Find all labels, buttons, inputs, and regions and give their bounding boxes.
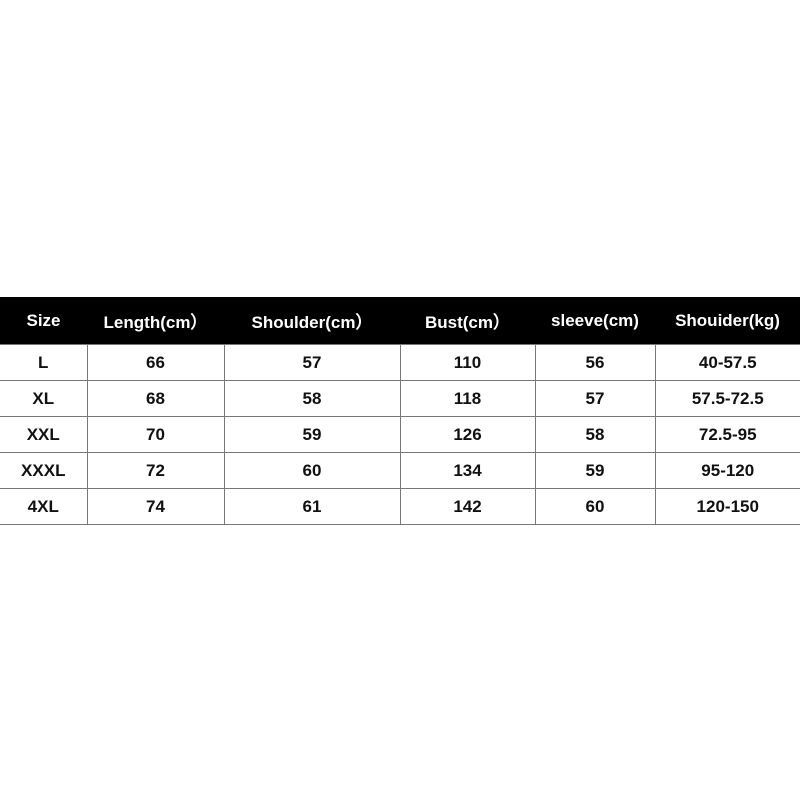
cell-weight: 120-150 (654, 488, 800, 525)
table-row: L 66 57 110 56 40-57.5 (0, 344, 800, 381)
cell-shoulder: 61 (223, 488, 401, 525)
header-weight: Shouider(kg) (655, 297, 800, 345)
header-bust: Bust(cm） (400, 297, 535, 345)
cell-weight: 95-120 (654, 452, 800, 489)
cell-length: 68 (86, 380, 225, 417)
header-shoulder: Shoulder(cm） (224, 297, 400, 345)
cell-length: 66 (86, 344, 225, 381)
cell-length: 70 (86, 416, 225, 453)
cell-shoulder: 57 (223, 344, 401, 381)
cell-size: XXXL (0, 452, 88, 489)
cell-size: XXL (0, 416, 88, 453)
cell-shoulder: 58 (223, 380, 401, 417)
cell-bust: 126 (399, 416, 536, 453)
header-sleeve: sleeve(cm) (535, 297, 655, 345)
cell-bust: 110 (399, 344, 536, 381)
table-row: XXL 70 59 126 58 72.5-95 (0, 416, 800, 453)
cell-shoulder: 60 (223, 452, 401, 489)
table-row: XXXL 72 60 134 59 95-120 (0, 452, 800, 489)
header-row: Size Length(cm） Shoulder(cm） Bust(cm） sl… (0, 297, 800, 345)
cell-sleeve: 56 (534, 344, 656, 381)
size-chart-table: Size Length(cm） Shoulder(cm） Bust(cm） sl… (0, 297, 800, 525)
cell-weight: 40-57.5 (654, 344, 800, 381)
table-row: 4XL 74 61 142 60 120-150 (0, 488, 800, 525)
cell-length: 72 (86, 452, 225, 489)
cell-size: XL (0, 380, 88, 417)
cell-size: L (0, 344, 88, 381)
cell-sleeve: 58 (534, 416, 656, 453)
cell-bust: 142 (399, 488, 536, 525)
cell-length: 74 (86, 488, 225, 525)
cell-weight: 72.5-95 (654, 416, 800, 453)
cell-bust: 118 (399, 380, 536, 417)
cell-size: 4XL (0, 488, 88, 525)
cell-shoulder: 59 (223, 416, 401, 453)
cell-bust: 134 (399, 452, 536, 489)
cell-weight: 57.5-72.5 (654, 380, 800, 417)
header-size: Size (0, 297, 87, 345)
cell-sleeve: 57 (534, 380, 656, 417)
header-length: Length(cm） (87, 297, 224, 345)
cell-sleeve: 60 (534, 488, 656, 525)
table-row: XL 68 58 118 57 57.5-72.5 (0, 380, 800, 417)
cell-sleeve: 59 (534, 452, 656, 489)
